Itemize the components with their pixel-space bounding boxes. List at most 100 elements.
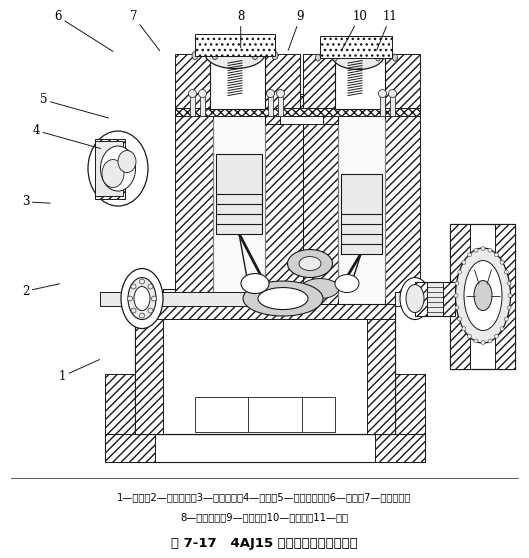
Bar xyxy=(268,94,273,116)
Ellipse shape xyxy=(481,247,485,251)
Bar xyxy=(175,109,213,304)
Ellipse shape xyxy=(121,268,163,329)
Ellipse shape xyxy=(376,54,380,61)
Text: 4: 4 xyxy=(32,124,101,148)
Ellipse shape xyxy=(277,89,285,98)
Bar xyxy=(380,94,385,116)
Ellipse shape xyxy=(468,334,471,338)
Ellipse shape xyxy=(400,277,430,320)
Bar xyxy=(390,94,395,116)
Ellipse shape xyxy=(507,306,511,310)
Bar xyxy=(385,109,420,304)
Ellipse shape xyxy=(455,306,459,310)
Ellipse shape xyxy=(192,51,198,60)
Text: 5: 5 xyxy=(40,93,108,118)
Ellipse shape xyxy=(500,327,504,331)
Text: 7: 7 xyxy=(130,10,160,51)
Ellipse shape xyxy=(504,270,508,274)
Ellipse shape xyxy=(500,261,504,264)
Bar xyxy=(190,94,195,116)
Ellipse shape xyxy=(128,277,156,320)
Ellipse shape xyxy=(462,261,466,264)
Ellipse shape xyxy=(333,54,338,61)
Bar xyxy=(95,138,125,199)
Bar xyxy=(395,291,470,306)
Text: 1: 1 xyxy=(59,359,99,383)
Ellipse shape xyxy=(241,273,269,294)
Ellipse shape xyxy=(379,89,387,98)
Ellipse shape xyxy=(495,253,498,257)
Ellipse shape xyxy=(205,39,265,69)
Ellipse shape xyxy=(504,317,508,321)
Ellipse shape xyxy=(148,284,153,289)
Bar xyxy=(95,141,123,195)
Text: 1—机座；2—滚动轴承；3—齿轮油泵；4—曲轴；5—活塞连杆组；6—汽缸；7—排气阀组；: 1—机座；2—滚动轴承；3—齿轮油泵；4—曲轴；5—活塞连杆组；6—汽缸；7—排… xyxy=(117,492,412,502)
Text: 11: 11 xyxy=(377,10,398,50)
Bar xyxy=(210,54,265,109)
Ellipse shape xyxy=(258,287,308,310)
Ellipse shape xyxy=(335,275,359,292)
Text: 6: 6 xyxy=(54,10,113,51)
Ellipse shape xyxy=(188,89,196,98)
Ellipse shape xyxy=(455,248,510,343)
Bar xyxy=(367,304,395,434)
Bar xyxy=(100,291,260,306)
Ellipse shape xyxy=(88,131,148,206)
Bar xyxy=(105,434,425,461)
Bar xyxy=(200,94,205,116)
Bar xyxy=(175,95,420,113)
Ellipse shape xyxy=(252,51,258,60)
Ellipse shape xyxy=(287,249,333,277)
Bar xyxy=(338,109,385,304)
Ellipse shape xyxy=(474,339,478,343)
Bar xyxy=(303,54,420,109)
Text: 8—吸气阀组；9—平衡铁；10—轴封器；11—飞轮: 8—吸气阀组；9—平衡铁；10—轴封器；11—飞轮 xyxy=(180,512,349,522)
Ellipse shape xyxy=(508,294,512,297)
Ellipse shape xyxy=(332,41,384,70)
Ellipse shape xyxy=(488,339,492,343)
Ellipse shape xyxy=(131,308,136,313)
Bar xyxy=(195,397,335,431)
Bar xyxy=(450,224,470,368)
Text: 3: 3 xyxy=(22,195,50,208)
Ellipse shape xyxy=(198,89,206,98)
Ellipse shape xyxy=(267,89,275,98)
Bar xyxy=(320,36,392,57)
Ellipse shape xyxy=(243,281,323,316)
Ellipse shape xyxy=(455,281,459,285)
Ellipse shape xyxy=(388,89,397,98)
Bar xyxy=(175,54,300,109)
Text: 图 7-17   4AJ15 型氨制冷压缩机结构图: 图 7-17 4AJ15 型氨制冷压缩机结构图 xyxy=(171,537,358,550)
Ellipse shape xyxy=(301,278,339,299)
Bar xyxy=(278,94,283,116)
Ellipse shape xyxy=(507,281,511,285)
Bar xyxy=(195,33,275,56)
Ellipse shape xyxy=(462,327,466,331)
Ellipse shape xyxy=(495,334,498,338)
Ellipse shape xyxy=(474,248,478,252)
Ellipse shape xyxy=(481,340,485,344)
Bar xyxy=(335,54,385,109)
Ellipse shape xyxy=(299,257,321,271)
Bar xyxy=(105,373,135,434)
Bar xyxy=(303,109,338,304)
Bar xyxy=(135,304,395,434)
Bar xyxy=(395,373,425,434)
Ellipse shape xyxy=(315,54,321,61)
Bar xyxy=(105,434,155,461)
Bar xyxy=(415,282,455,315)
Ellipse shape xyxy=(134,287,150,311)
Bar xyxy=(265,94,338,123)
Ellipse shape xyxy=(151,296,157,301)
Ellipse shape xyxy=(101,146,135,191)
Ellipse shape xyxy=(272,51,278,60)
Bar xyxy=(375,434,425,461)
Bar xyxy=(341,174,382,253)
Ellipse shape xyxy=(406,285,424,312)
Bar xyxy=(323,94,338,123)
Ellipse shape xyxy=(488,248,492,252)
Bar xyxy=(415,282,427,315)
Ellipse shape xyxy=(148,308,153,313)
Bar xyxy=(135,304,395,319)
Ellipse shape xyxy=(468,253,471,257)
